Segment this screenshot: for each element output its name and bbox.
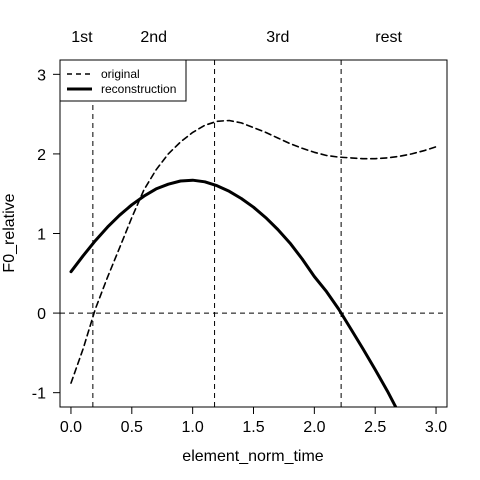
- y-tick-label: 0: [37, 306, 46, 323]
- x-tick-label: 3.0: [425, 419, 447, 436]
- y-tick-label: -1: [32, 386, 46, 403]
- segment-label-0: 1st: [71, 29, 93, 46]
- x-tick-label: 1.0: [182, 419, 204, 436]
- x-axis-label: element_norm_time: [182, 448, 324, 465]
- legend-label-original: original: [101, 67, 140, 81]
- y-tick-label: 1: [37, 227, 46, 244]
- segment-label-1: 2nd: [140, 29, 167, 46]
- x-tick-label: 2.5: [364, 419, 386, 436]
- y-tick-label: 3: [37, 67, 46, 84]
- x-tick-label: 2.0: [303, 419, 325, 436]
- series-line-original: [70, 119, 437, 384]
- y-axis-label: F0_relative: [1, 193, 18, 272]
- x-tick-label: 1.5: [242, 419, 264, 436]
- segment-label-3: rest: [375, 29, 402, 46]
- segment-labels: 1st 2nd 3rd rest: [71, 29, 402, 46]
- y-tick-label: 2: [37, 147, 46, 164]
- plot-area: [60, 60, 447, 407]
- series-line-reconstruction: [69, 178, 398, 407]
- x-tick-label: 0.0: [60, 419, 82, 436]
- y-axis: -1 0 1 2 3: [32, 67, 61, 403]
- legend-label-reconstruction: reconstruction: [101, 82, 176, 96]
- x-axis: 0.0 0.5 1.0 1.5 2.0 2.5 3.0: [60, 406, 447, 436]
- x-tick-label: 0.5: [121, 419, 143, 436]
- legend: original reconstruction: [59, 59, 187, 102]
- segment-label-2: 3rd: [266, 29, 289, 46]
- series-lines: [69, 119, 437, 407]
- reference-lines: [60, 60, 447, 407]
- legend-box: [59, 59, 187, 102]
